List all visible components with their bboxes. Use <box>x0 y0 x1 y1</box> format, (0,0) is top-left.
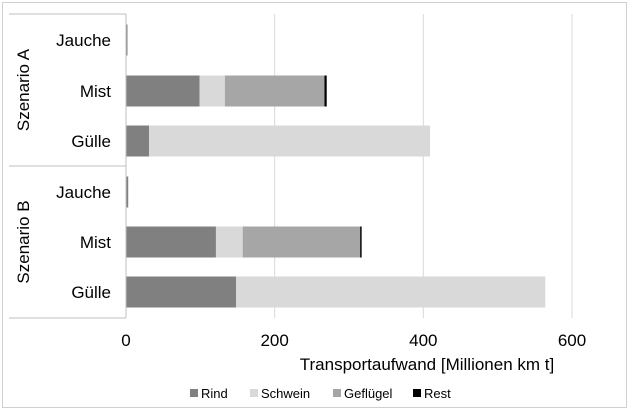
category-label: Gülle <box>71 283 111 302</box>
x-tick-label: 200 <box>260 331 288 350</box>
bar-segment-rind <box>126 226 216 258</box>
bar-segment-rest <box>324 75 327 107</box>
group-labels: Szenario A Szenario B <box>14 48 33 283</box>
legend-label: Rind <box>201 386 228 401</box>
category-label: Jauche <box>56 183 111 202</box>
category-label: Mist <box>80 82 111 101</box>
group-label: Szenario B <box>14 200 33 283</box>
bar-segment-rind <box>126 125 150 157</box>
bar-segment-rind <box>126 176 129 208</box>
x-tick-labels: 0 200 400 600 <box>121 331 586 350</box>
legend-swatch-rest <box>413 389 421 397</box>
legend-swatch-schwein <box>250 389 258 397</box>
legend-label: Rest <box>424 386 451 401</box>
bars <box>126 24 546 308</box>
x-tick-label: 0 <box>121 331 130 350</box>
bar-segment-geflügel <box>242 226 361 258</box>
bar-segment-schwein <box>236 276 546 308</box>
category-label: Gülle <box>71 132 111 151</box>
bar-segment-rest <box>360 226 362 258</box>
legend-label: Geflügel <box>344 386 393 401</box>
gridlines <box>274 14 573 318</box>
x-tick-label: 600 <box>558 331 586 350</box>
bar-segment-rind <box>126 75 200 107</box>
bar-segment-schwein <box>199 75 225 107</box>
category-label: Jauche <box>56 31 111 50</box>
bar-segment-schwein <box>149 125 431 157</box>
bar-segment-rind <box>126 24 128 56</box>
x-axis-label: Transportaufwand [Millionen km t] <box>300 355 554 374</box>
category-labels: Jauche Mist Gülle Jauche Mist Gülle <box>56 31 111 302</box>
category-label: Mist <box>80 233 111 252</box>
x-tick-label: 400 <box>409 331 437 350</box>
bar-segment-schwein <box>215 226 243 258</box>
legend: Rind Schwein Geflügel Rest <box>190 386 451 401</box>
legend-swatch-rind <box>190 389 198 397</box>
bar-segment-geflügel <box>224 75 325 107</box>
legend-swatch-geflügel <box>333 389 341 397</box>
axis-lines <box>9 13 127 319</box>
group-label: Szenario A <box>14 48 33 131</box>
legend-label: Schwein <box>261 386 310 401</box>
bar-segment-rind <box>126 276 237 308</box>
